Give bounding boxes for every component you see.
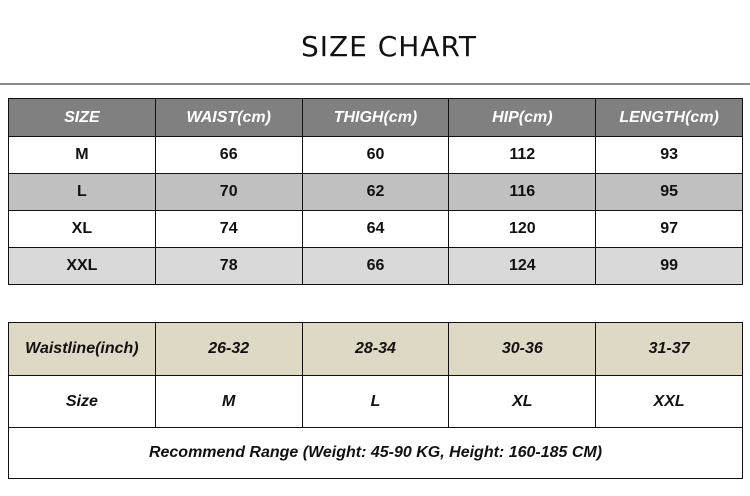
cell: 95 (595, 173, 743, 211)
cell: 70 (154, 173, 303, 211)
table-row: M 66 60 112 93 (8, 136, 743, 174)
cell: XL (448, 375, 597, 428)
cell: 97 (595, 210, 743, 248)
cell: 78 (154, 247, 303, 285)
cell: XXL (8, 247, 156, 285)
header-waist: WAIST(cm) (154, 98, 303, 137)
cell: 120 (448, 210, 597, 248)
waistline-row: Waistline(inch) 26-32 28-34 30-36 31-37 (8, 322, 743, 376)
recommend-range-note: Recommend Range (Weight: 45-90 KG, Heigh… (8, 427, 743, 479)
inch-size-table: Waistline(inch) 26-32 28-34 30-36 31-37 … (8, 322, 743, 479)
table-row: XL 74 64 120 97 (8, 210, 743, 248)
header-thigh: THIGH(cm) (301, 98, 450, 137)
header-hip: HIP(cm) (448, 98, 597, 137)
header-size: SIZE (8, 98, 156, 137)
cell: 99 (595, 247, 743, 285)
table-header-row: SIZE WAIST(cm) THIGH(cm) HIP(cm) LENGTH(… (8, 98, 743, 137)
size-row: Size M L XL XXL (8, 375, 743, 428)
cell: 66 (154, 136, 303, 174)
waistline-label: Waistline(inch) (8, 322, 156, 376)
cell: 60 (301, 136, 450, 174)
cell: 66 (301, 247, 450, 285)
cell: 112 (448, 136, 597, 174)
cell: 64 (301, 210, 450, 248)
cell: XXL (595, 375, 743, 428)
cell: XL (8, 210, 156, 248)
header-length: LENGTH(cm) (595, 98, 743, 137)
page-title: SIZE CHART (300, 30, 478, 63)
cm-size-table: SIZE WAIST(cm) THIGH(cm) HIP(cm) LENGTH(… (8, 98, 743, 285)
cell: 93 (595, 136, 743, 174)
cell: 28-34 (301, 322, 450, 376)
cell: 116 (448, 173, 597, 211)
cell: 30-36 (448, 322, 597, 376)
cell: L (8, 173, 156, 211)
table-row: L 70 62 116 95 (8, 173, 743, 211)
cell: 74 (154, 210, 303, 248)
size-label: Size (8, 375, 156, 428)
cell: M (154, 375, 303, 428)
cell: L (301, 375, 450, 428)
divider (0, 83, 750, 85)
cell: 124 (448, 247, 597, 285)
cell: 62 (301, 173, 450, 211)
cell: 31-37 (595, 322, 743, 376)
table-row: XXL 78 66 124 99 (8, 247, 743, 285)
cell: 26-32 (154, 322, 303, 376)
recommend-row: Recommend Range (Weight: 45-90 KG, Heigh… (8, 427, 743, 479)
cell: M (8, 136, 156, 174)
